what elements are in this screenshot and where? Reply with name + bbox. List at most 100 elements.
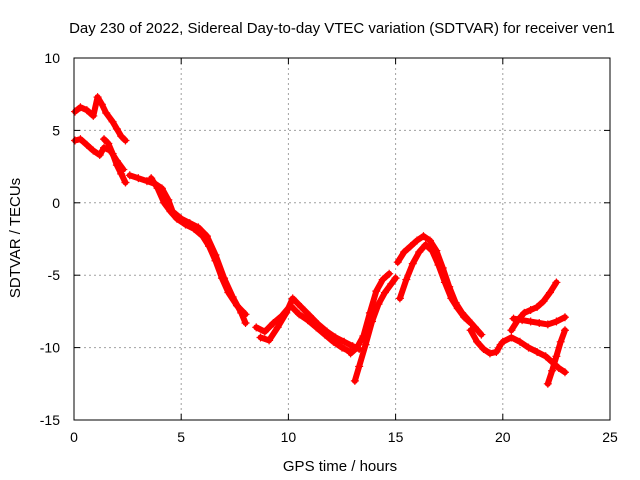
data-point xyxy=(331,333,340,342)
series-line xyxy=(351,275,399,384)
data-point xyxy=(492,347,501,356)
data-point xyxy=(470,323,479,332)
x-tick-label: 5 xyxy=(177,429,185,445)
data-point xyxy=(305,311,314,320)
data-point xyxy=(71,136,80,145)
data-point xyxy=(97,100,106,109)
data-point xyxy=(466,326,475,335)
data-point xyxy=(353,343,362,352)
y-tick-label: 10 xyxy=(44,50,60,66)
y-tick-label: -5 xyxy=(48,267,61,283)
data-point xyxy=(241,310,250,319)
data-point xyxy=(260,327,269,336)
data-point xyxy=(273,323,282,332)
data-point xyxy=(560,313,569,322)
x-tick-label: 20 xyxy=(495,429,511,445)
data-point xyxy=(458,308,467,317)
data-point xyxy=(217,274,226,283)
data-point xyxy=(365,308,374,317)
data-point xyxy=(361,340,370,349)
data-point xyxy=(76,103,85,112)
data-point xyxy=(438,263,447,272)
data-point xyxy=(535,318,544,327)
data-point xyxy=(256,333,265,342)
series-line xyxy=(394,233,485,338)
data-point xyxy=(408,259,417,268)
data-point xyxy=(82,140,91,149)
data-point xyxy=(518,316,527,325)
data-point xyxy=(548,366,557,375)
data-point xyxy=(387,279,396,288)
data-point xyxy=(507,326,516,335)
y-axis-label: SDTVAR / TECUs xyxy=(7,178,24,298)
data-point xyxy=(432,246,441,255)
x-axis-label: GPS time / hours xyxy=(283,458,397,475)
data-point xyxy=(166,207,175,216)
data-point xyxy=(224,288,233,297)
data-point xyxy=(479,345,488,354)
data-point xyxy=(526,317,535,326)
y-tick-label: 5 xyxy=(52,122,60,138)
series-arc-1 xyxy=(71,93,130,145)
data-point xyxy=(252,323,261,332)
data-point xyxy=(211,256,220,265)
data-point xyxy=(121,136,130,145)
series-line xyxy=(467,327,504,357)
data-point xyxy=(71,107,80,116)
data-point xyxy=(297,303,306,312)
data-point xyxy=(552,317,561,326)
data-point xyxy=(108,149,117,158)
data-point xyxy=(125,171,134,180)
data-point xyxy=(359,332,368,341)
series-arc-3 xyxy=(100,135,130,187)
data-point xyxy=(395,294,404,303)
data-point xyxy=(413,236,422,245)
axis-ticks: 0 5 10 15 20 25 -15 -10 -5 0 5 10 xyxy=(40,50,618,445)
data-point xyxy=(477,330,486,339)
data-point xyxy=(100,135,109,144)
data-point xyxy=(526,305,535,314)
data-point xyxy=(543,379,552,388)
data-point xyxy=(265,336,274,345)
data-point xyxy=(374,300,383,309)
chart-title: Day 230 of 2022, Sidereal Day-to-day VTE… xyxy=(69,20,615,37)
data-point xyxy=(552,278,561,287)
data-point xyxy=(346,349,355,358)
data-point xyxy=(515,337,524,346)
data-point xyxy=(241,318,250,327)
data-point xyxy=(89,111,98,120)
series-arc-7 xyxy=(256,294,364,354)
data-point xyxy=(269,318,278,327)
data-point xyxy=(147,174,156,183)
data-point xyxy=(89,146,98,155)
data-point xyxy=(102,109,111,118)
series-arc-15 xyxy=(509,313,569,329)
data-point xyxy=(108,117,117,126)
data-point xyxy=(541,352,550,361)
data-point xyxy=(322,327,331,336)
data-point xyxy=(445,282,454,291)
data-point xyxy=(421,240,430,249)
series-arc-9 xyxy=(346,269,394,358)
x-tick-label: 10 xyxy=(281,429,297,445)
data-point xyxy=(415,248,424,257)
series-line xyxy=(148,175,249,318)
data-point xyxy=(543,320,552,329)
data-point xyxy=(560,368,569,377)
data-point xyxy=(350,376,359,385)
data-point xyxy=(545,288,554,297)
data-point xyxy=(340,337,349,346)
data-point xyxy=(498,337,507,346)
data-point xyxy=(509,314,518,323)
data-point xyxy=(282,308,291,317)
data-point xyxy=(232,301,241,310)
data-point xyxy=(95,151,104,160)
series-line xyxy=(101,136,129,186)
data-point xyxy=(117,132,126,141)
data-point xyxy=(82,106,91,115)
data-point xyxy=(117,169,126,178)
y-tick-label: -15 xyxy=(40,412,60,428)
data-point xyxy=(464,316,473,325)
data-point xyxy=(393,258,402,267)
series-arc-5 xyxy=(147,174,250,319)
